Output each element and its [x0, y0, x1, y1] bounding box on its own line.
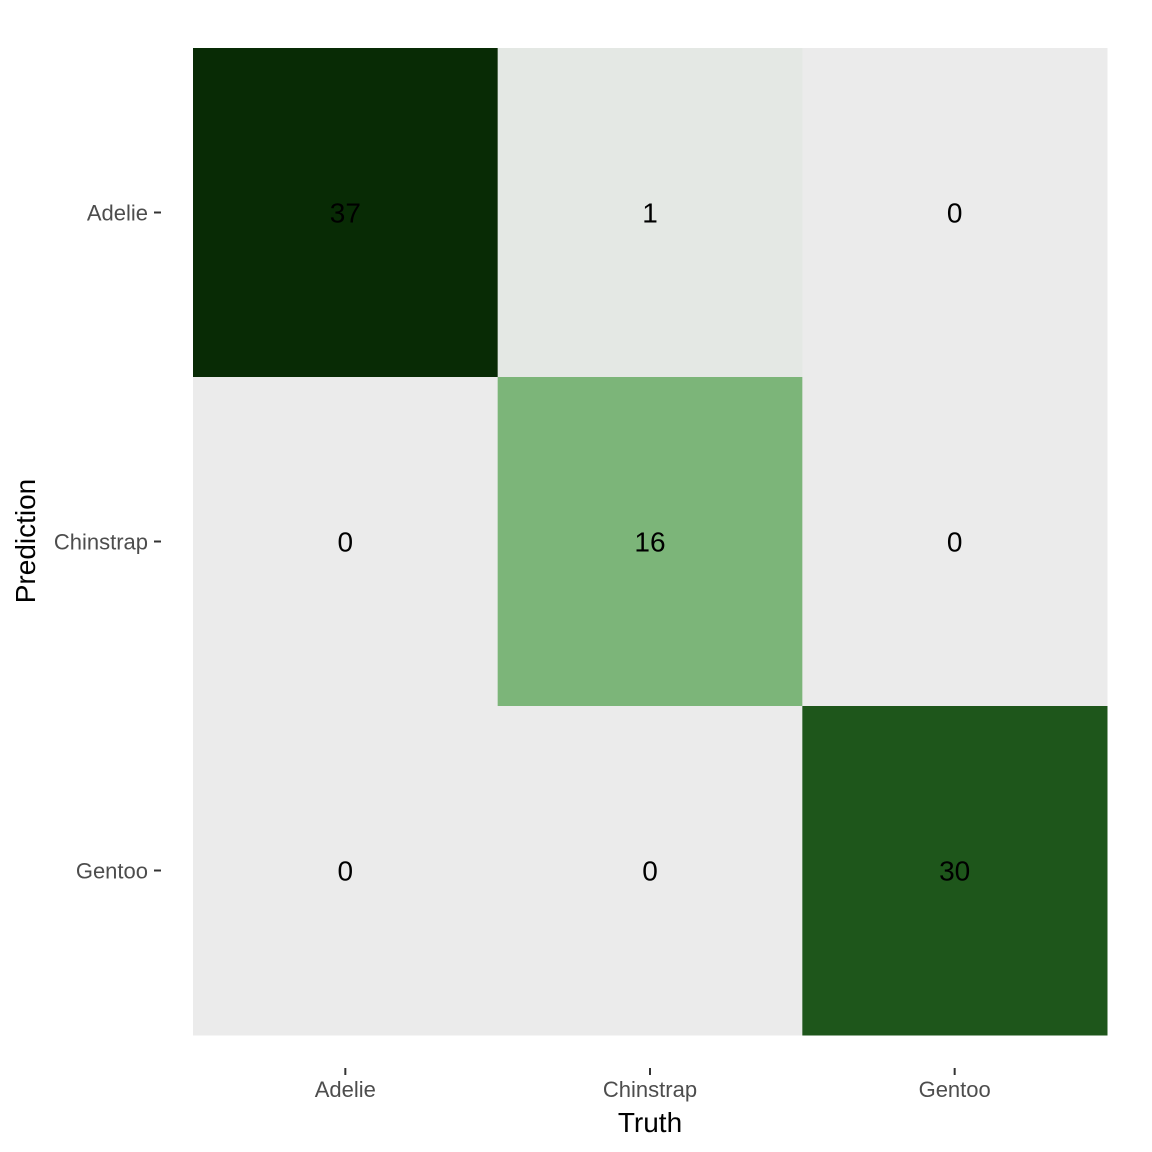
heatmap-cell — [193, 706, 499, 1036]
x-axis-title: Truth — [618, 1107, 682, 1138]
heatmap-cell — [802, 48, 1108, 378]
x-tick-label: Chinstrap — [603, 1077, 697, 1102]
cell-value-label: 0 — [947, 527, 963, 558]
cell-value-label: 0 — [338, 527, 354, 558]
heatmap-cell — [497, 377, 803, 707]
heatmap-cell-labels: 37 1 0 0 16 0 0 0 30 — [330, 198, 970, 887]
x-tick-label: Gentoo — [919, 1077, 991, 1102]
cell-value-label: 30 — [939, 856, 970, 887]
heatmap-cell — [193, 377, 499, 707]
cell-value-label: 16 — [634, 527, 665, 558]
y-tick-label: Chinstrap — [54, 530, 148, 555]
heatmap-cell — [802, 706, 1108, 1036]
cell-value-label: 0 — [338, 856, 354, 887]
heatmap-cell — [193, 48, 499, 378]
y-tick-label: Adelie — [87, 201, 148, 226]
y-tick-label: Gentoo — [76, 859, 148, 884]
heatmap-cell — [497, 48, 803, 378]
x-tick-label: Adelie — [315, 1077, 376, 1102]
cell-value-label: 0 — [947, 198, 963, 229]
cell-value-label: 1 — [642, 198, 658, 229]
cell-value-label: 0 — [642, 856, 658, 887]
x-axis: Adelie Chinstrap Gentoo — [315, 1068, 991, 1102]
y-axis: Adelie Chinstrap Gentoo — [54, 201, 161, 884]
heatmap-cells — [193, 48, 1108, 1036]
y-axis-title: Prediction — [10, 479, 41, 604]
cell-value-label: 37 — [330, 198, 361, 229]
heatmap-cell — [802, 377, 1108, 707]
heatmap-cell — [497, 706, 803, 1036]
